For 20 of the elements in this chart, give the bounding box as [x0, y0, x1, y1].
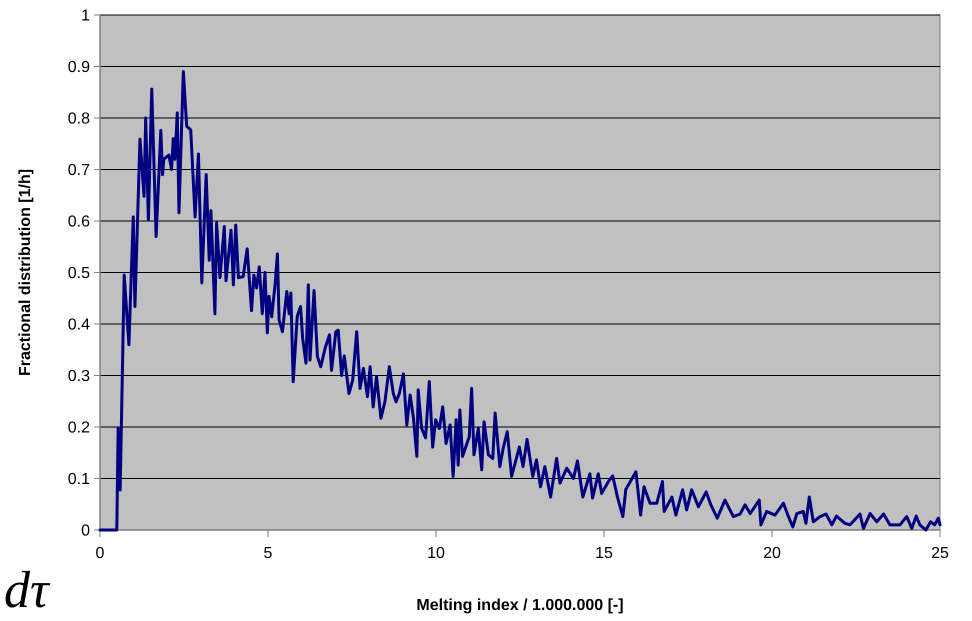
x-tick-label: 20	[763, 545, 781, 562]
x-tick-label: 15	[595, 545, 613, 562]
x-tick-label: 25	[931, 545, 949, 562]
y-tick-label: 0.3	[68, 368, 90, 386]
x-axis-title: Melting index / 1.000.000 [-]	[416, 597, 624, 614]
y-tick-label: 1	[81, 8, 90, 25]
y-tick-label: 0.4	[68, 316, 90, 334]
y-tick-label: 0.1	[68, 471, 90, 488]
y-tick-label: 0.7	[68, 162, 90, 180]
y-axis-title: Fractional distribution [1/h]	[17, 168, 34, 376]
y-tick-label: 0.6	[68, 214, 90, 231]
y-tick-label: 0.2	[68, 420, 90, 437]
y-tick-label: 0.5	[68, 265, 90, 282]
y-tick-label: 0	[81, 522, 90, 540]
y-tick-label: 0.8	[68, 110, 90, 128]
y-tick-label: 0.9	[68, 59, 90, 76]
text: dτ	[4, 562, 51, 619]
x-tick-label: 5	[264, 545, 273, 562]
x-tick-label: 0	[96, 545, 105, 562]
x-tick-label: 10	[427, 545, 445, 562]
